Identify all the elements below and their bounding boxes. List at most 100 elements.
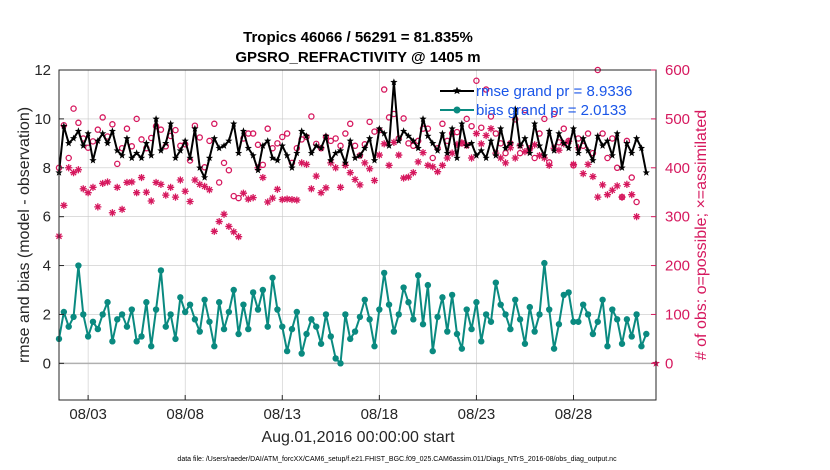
possible-point-112 [599, 130, 606, 137]
rmse-point-76 [424, 132, 432, 140]
rmse-point-58 [336, 146, 345, 154]
bias-point-65 [371, 343, 378, 350]
legend-rmse-marker [453, 86, 461, 95]
assimilated-point-27 [186, 197, 194, 206]
bias-point-91 [497, 301, 504, 308]
assimilated-point-80 [443, 154, 451, 162]
rmse-point-88 [482, 154, 490, 162]
bias-point-74 [414, 272, 422, 279]
rmse-point-36 [230, 119, 238, 127]
rmse-point-77 [429, 139, 437, 147]
bias-point-58 [337, 360, 344, 367]
bias-point-76 [424, 281, 432, 289]
assimilated-point-78 [433, 168, 442, 176]
assimilated-point-4 [74, 166, 83, 174]
bias-point-114 [609, 306, 616, 313]
bias-point-3 [70, 313, 77, 321]
assimilated-point-86 [472, 129, 481, 138]
bias-point-59 [342, 311, 349, 318]
rmse-point-45 [273, 156, 282, 164]
bias-point-36 [230, 286, 237, 294]
rmse-point-89 [487, 137, 495, 144]
legend-rmse-label: rmse grand pr = 8.9336 [476, 83, 632, 100]
assimilated-point-105 [565, 137, 573, 145]
bias-point-103 [555, 321, 563, 328]
y2-tick-label-2: 200 [665, 258, 690, 275]
rmse-line [58, 81, 648, 179]
rmse-point-111 [594, 132, 602, 140]
rmse-point-94 [511, 105, 519, 113]
rmse-point-97 [526, 149, 534, 157]
x-tick-label-5: 08/28 [555, 406, 593, 423]
possible-point-115 [613, 164, 621, 172]
bias-point-43 [264, 323, 271, 330]
possible-point-33 [215, 179, 223, 186]
y-tick-label-0: 0 [43, 355, 51, 372]
series-rmse [55, 78, 650, 181]
rmse-point-35 [225, 137, 233, 144]
possible-point-64 [366, 118, 373, 126]
assimilated-point-36 [230, 228, 238, 236]
possible-point-87 [478, 124, 485, 131]
rmse-point-20 [152, 115, 160, 122]
rmse-point-21 [157, 146, 165, 154]
possible-point-90 [492, 130, 500, 137]
y-tick-label-4: 8 [43, 160, 51, 177]
bias-point-97 [526, 303, 534, 311]
rmse-point-31 [205, 154, 214, 162]
chart-title: Tropics 46066 / 56291 = 81.835% [243, 29, 473, 46]
rmse-point-103 [555, 129, 563, 137]
assimilated-point-109 [584, 160, 592, 168]
possible-point-92 [502, 149, 509, 157]
rmse-point-60 [346, 137, 354, 144]
bias-point-69 [390, 328, 398, 335]
y-tick-label-5: 10 [34, 111, 51, 128]
rmse-point-90 [492, 151, 500, 159]
possible-point-14 [123, 125, 131, 132]
rmse-point-84 [463, 141, 471, 149]
bias-point-111 [594, 318, 601, 325]
assimilated-point-76 [424, 161, 432, 169]
rmse-point-3 [69, 134, 78, 142]
bias-point-81 [448, 291, 456, 299]
bias-point-9 [99, 311, 106, 318]
assimilated-point-74 [414, 158, 422, 166]
possible-point-47 [283, 130, 291, 137]
assimilated-point-111 [594, 193, 602, 201]
bias-point-121 [643, 330, 650, 338]
bias-point-120 [638, 343, 645, 350]
assimilated-point-118 [628, 191, 636, 199]
bias-point-16 [133, 338, 140, 345]
possible-point-31 [206, 137, 213, 145]
assimilated-point-50 [298, 159, 306, 167]
assimilated-point-55 [322, 184, 330, 192]
bias-point-20 [152, 306, 160, 313]
rmse-point-43 [264, 137, 272, 144]
rmse-point-71 [400, 127, 408, 135]
rmse-point-59 [341, 159, 349, 166]
rmse-point-48 [288, 163, 296, 171]
bias-point-83 [458, 345, 466, 352]
bias-point-44 [269, 274, 276, 281]
rmse-point-34 [220, 141, 228, 149]
assimilated-point-114 [608, 186, 616, 194]
rmse-point-42 [259, 141, 267, 149]
assimilated-point-112 [599, 181, 607, 189]
rmse-point-68 [385, 141, 393, 149]
bias-point-2 [65, 323, 72, 330]
bias-point-87 [478, 338, 485, 345]
rmse-point-80 [443, 149, 451, 157]
bias-point-4 [75, 262, 82, 269]
possible-point-59 [342, 130, 349, 137]
assimilated-point-87 [477, 140, 485, 148]
assimilated-point-108 [579, 170, 587, 178]
assimilated-point-73 [409, 169, 417, 177]
assimilated-point-49 [293, 196, 301, 204]
bias-point-82 [453, 330, 461, 338]
rmse-point-5 [79, 141, 87, 149]
rmse-point-104 [560, 139, 568, 147]
possible-point-4 [75, 119, 82, 127]
bias-point-7 [89, 318, 97, 325]
rmse-point-32 [210, 134, 218, 142]
rmse-point-115 [613, 129, 621, 137]
